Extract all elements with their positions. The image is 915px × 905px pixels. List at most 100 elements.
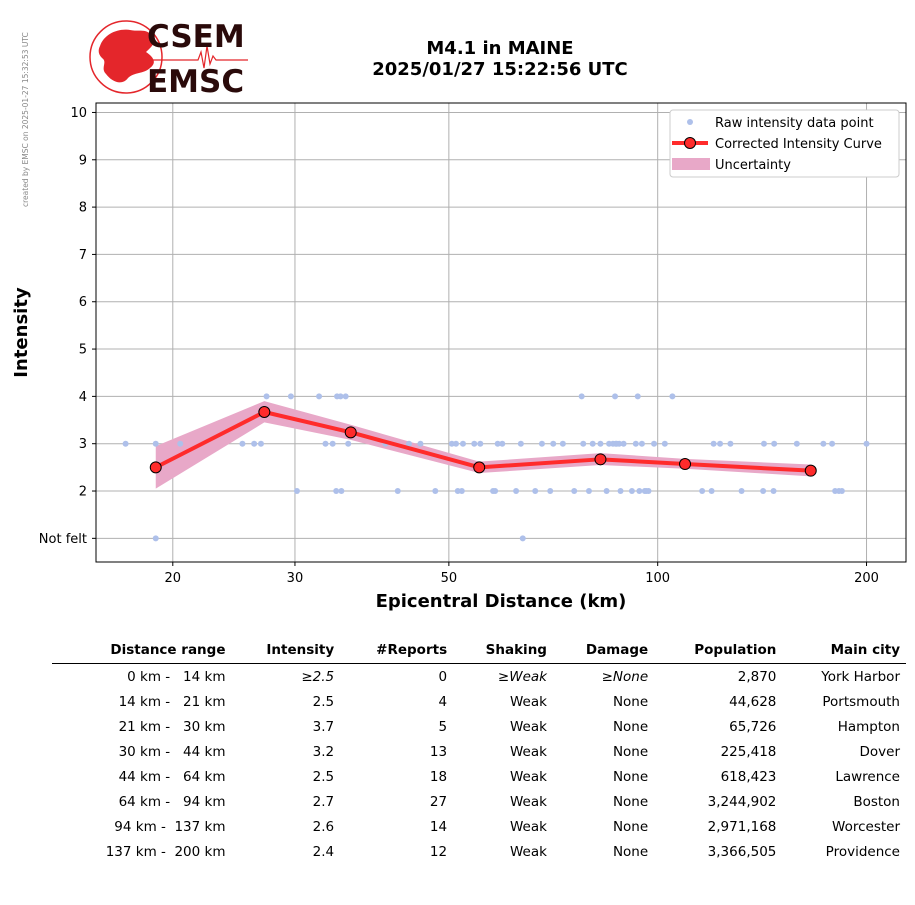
x-tick-label: 100	[645, 571, 670, 586]
table-cell: 0	[438, 668, 448, 685]
raw-data-point	[316, 393, 323, 400]
raw-data-point	[538, 440, 545, 447]
table-row: 64 km - 94 km 2.7 27 Weak None 3,244,902 Bosto…	[52, 789, 906, 814]
table-cell: 618,423	[720, 768, 777, 785]
x-axis-label: Epicentral Distance (km)	[376, 591, 627, 612]
table-row: 94 km - 137 km 2.6 14 Weak None 2,971,168 Worc…	[52, 814, 906, 839]
raw-data-point	[287, 393, 294, 400]
raw-data-point	[770, 488, 777, 495]
raw-data-point	[661, 440, 668, 447]
y-tick-label: 10	[70, 106, 87, 121]
raw-data-point	[432, 488, 439, 495]
table-cell: 21 km - 30 km	[118, 718, 226, 735]
logo-seismogram	[148, 45, 248, 69]
table-cell: 13	[429, 743, 448, 760]
watermark-label: created by EMSC on 2025-01-27 15:32:53 U…	[21, 32, 30, 207]
legend-uncertainty-swatch	[672, 158, 710, 170]
raw-data-point	[471, 440, 478, 447]
table-cell: 2.5	[312, 768, 335, 785]
raw-data-point	[580, 440, 587, 447]
raw-data-point	[699, 488, 706, 495]
legend-curve-marker	[684, 137, 696, 149]
x-tick-label: 20	[165, 571, 182, 586]
raw-data-point	[612, 393, 619, 400]
table-cell: Boston	[853, 793, 900, 810]
logo-text-csem: CSEM	[147, 19, 245, 55]
raw-data-point	[550, 440, 557, 447]
table-cell: 65,726	[729, 718, 777, 735]
raw-data-point	[638, 440, 645, 447]
x-tick-label: 30	[287, 571, 304, 586]
table-cell: Dover	[859, 743, 901, 760]
table-cell: 64 km - 94 km	[118, 793, 226, 810]
curve-point	[344, 426, 357, 439]
curve-point	[149, 461, 162, 474]
table-cell: 2.4	[312, 843, 335, 860]
table-cell: Weak	[510, 818, 547, 835]
table-cell: 18	[429, 768, 448, 785]
table-cell: ≥None	[601, 668, 649, 685]
logo-map-shape	[98, 29, 155, 83]
table-header-cell: #Reports	[340, 640, 454, 664]
table-row: 14 km - 21 km 2.5 4 Weak None 44,628 Portsmout…	[52, 689, 906, 714]
raw-data-point	[727, 440, 734, 447]
curve-point	[473, 461, 486, 474]
table-cell: None	[612, 818, 649, 835]
raw-data-point	[760, 488, 767, 495]
raw-data-point	[738, 488, 745, 495]
raw-data-point	[589, 440, 596, 447]
raw-data-point	[597, 440, 604, 447]
intensity-chart: 20 30 50 100 200 Not felt 2 3 4 5 6 7 8 9 10 Epicentral…	[11, 102, 907, 612]
table-cell: 2,870	[737, 668, 777, 685]
raw-data-point	[517, 440, 524, 447]
raw-data-point	[829, 440, 836, 447]
chart-title: M4.1 in MAINE 2025/01/27 15:22:56 UTC	[300, 38, 700, 80]
table-cell: None	[612, 718, 649, 735]
table-header-cell: Main city	[782, 640, 906, 664]
table-cell: None	[612, 843, 649, 860]
legend-box	[669, 109, 900, 178]
logo-text-emsc: EMSC	[147, 64, 244, 98]
table-cell: 14	[429, 818, 448, 835]
table-cell: 14 km - 21 km	[118, 693, 226, 710]
y-tick-label: 5	[79, 343, 87, 358]
y-tick-label: 8	[79, 201, 87, 216]
table-cell: 0 km - 14 km	[127, 668, 226, 685]
raw-data-point	[492, 488, 499, 495]
table-cell: Weak	[510, 718, 547, 735]
table-header-row: Distance range Intensity #Reports Shaking Da…	[52, 640, 906, 664]
y-axis-label: Intensity	[11, 287, 32, 378]
raw-data-point	[122, 440, 129, 447]
y-tick-label: 9	[79, 153, 87, 168]
table-cell: Lawrence	[835, 768, 900, 785]
table-cell: 137 km - 200 km	[105, 843, 226, 860]
x-tick-label: 200	[854, 571, 879, 586]
raw-data-point	[342, 393, 349, 400]
raw-data-point	[263, 393, 270, 400]
table-cell: 44,628	[729, 693, 777, 710]
raw-data-point	[458, 488, 465, 495]
raw-data-point	[459, 440, 466, 447]
table-cell: None	[612, 793, 649, 810]
raw-data-point	[333, 488, 340, 495]
table-cell: York Harbor	[821, 668, 900, 685]
table-cell: 4	[438, 693, 448, 710]
table-cell: Weak	[510, 768, 547, 785]
table-cell: None	[612, 768, 649, 785]
raw-data-point	[519, 535, 526, 542]
raw-data-point	[329, 440, 336, 447]
y-tick-label: 7	[79, 248, 87, 263]
table-cell: 2.5	[312, 693, 335, 710]
table-header-cell: Damage	[552, 640, 655, 664]
raw-data-point	[477, 440, 484, 447]
raw-data-point	[717, 440, 724, 447]
table-cell: 2,971,168	[707, 818, 777, 835]
raw-data-point	[585, 488, 592, 495]
raw-data-point	[632, 440, 639, 447]
table-cell: Providence	[825, 843, 900, 860]
raw-data-point	[394, 488, 401, 495]
curve-point	[679, 458, 692, 471]
raw-data-point	[603, 488, 610, 495]
table-cell: 5	[438, 718, 448, 735]
table-cell: 3,244,902	[707, 793, 777, 810]
